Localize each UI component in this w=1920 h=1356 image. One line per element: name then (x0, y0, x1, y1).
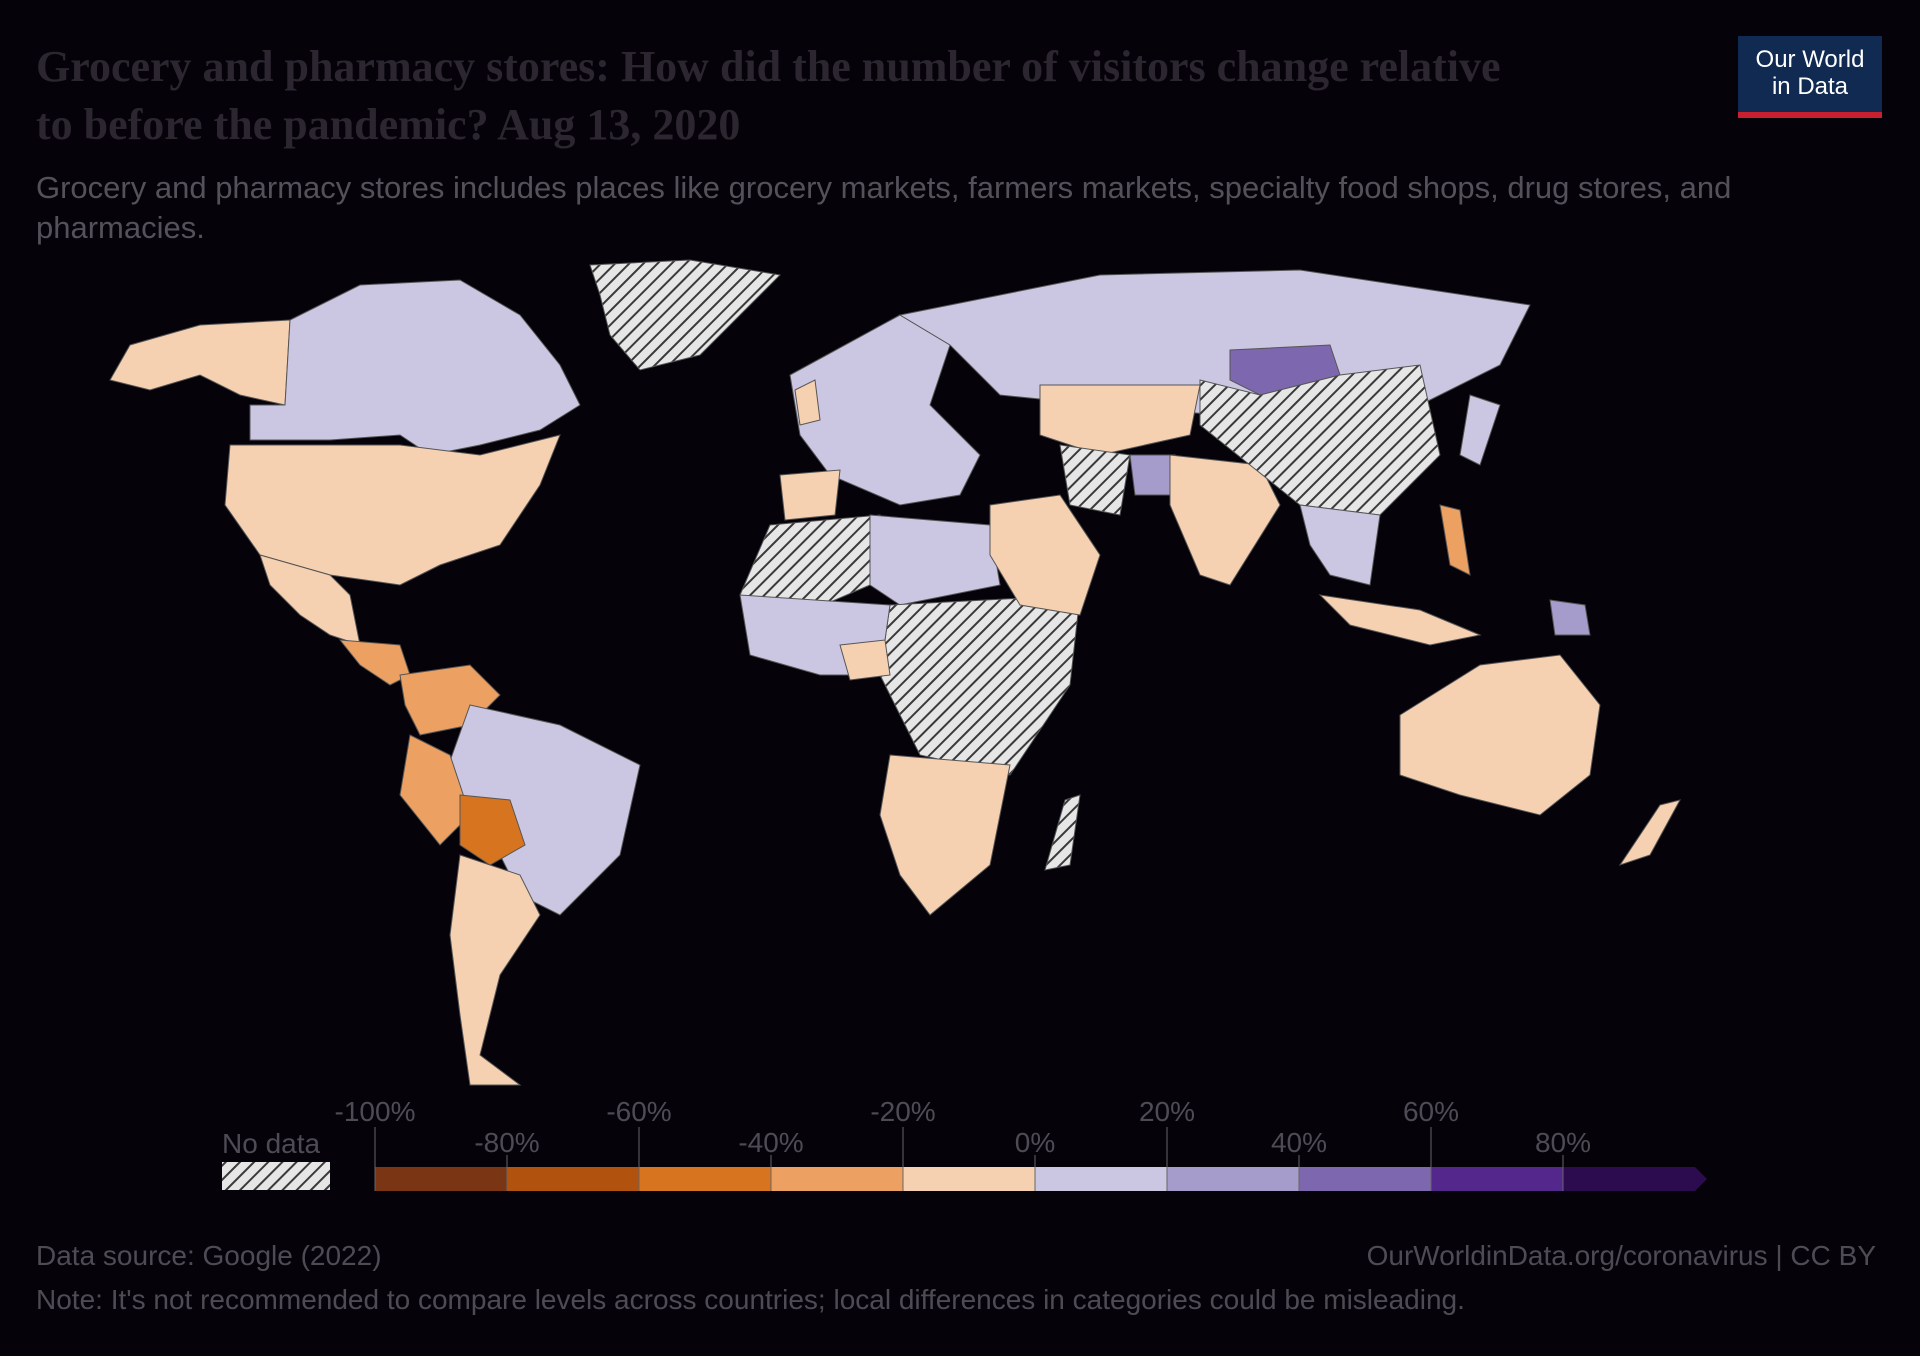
country-iran[interactable] (1059, 444, 1131, 516)
country-canada[interactable] (249, 279, 581, 456)
country-nigeria[interactable] (839, 639, 891, 681)
legend-tick-label: 40% (1271, 1127, 1327, 1158)
data-source: Data source: Google (2022) (36, 1240, 382, 1271)
country-japan[interactable] (1459, 394, 1501, 466)
legend-tick-label: 60% (1403, 1096, 1459, 1127)
country-australia[interactable] (1399, 654, 1601, 816)
country-usa[interactable] (224, 434, 561, 586)
legend-bin (375, 1167, 507, 1191)
legend-bin (639, 1167, 771, 1191)
country-madagascar[interactable] (1044, 794, 1081, 871)
map-legend: No data -100% -80% -60% -40% -20% 0% 20% 40% 60%… (222, 1096, 1707, 1191)
country-indonesia[interactable] (1318, 594, 1482, 646)
logo-line-1: Our World (1755, 46, 1865, 73)
legend-no-data-label: No data (222, 1128, 320, 1159)
country-afghanistan[interactable] (1129, 454, 1176, 496)
country-new-zealand[interactable] (1618, 799, 1681, 866)
legend-no-data-swatch (222, 1162, 330, 1190)
country-iberia[interactable] (779, 469, 841, 521)
country-central-africa[interactable] (879, 594, 1081, 776)
country-southeast-asia[interactable] (1299, 504, 1381, 586)
chart-subtitle: Grocery and pharmacy stores includes pla… (36, 170, 1732, 245)
legend-color-bins (375, 1167, 1707, 1191)
country-papua-new-guinea[interactable] (1549, 599, 1591, 636)
legend-bin (771, 1167, 903, 1191)
country-north-africa[interactable] (739, 514, 881, 616)
legend-bin (1299, 1167, 1431, 1191)
chart-title: Grocery and pharmacy stores: How did the… (36, 42, 1501, 149)
country-argentina-chile[interactable] (449, 854, 541, 1086)
footnote: Note: It's not recommended to compare le… (36, 1284, 1465, 1315)
country-alaska[interactable] (109, 319, 291, 406)
legend-tick-label: -20% (870, 1096, 935, 1127)
legend-bin (1431, 1167, 1563, 1191)
country-uk[interactable] (794, 379, 821, 426)
legend-bin (507, 1167, 639, 1191)
world-map: No data -100% -80% -60% -40% -20% 0% 20% 40% 60%… (109, 259, 1707, 1191)
country-southern-africa[interactable] (879, 754, 1011, 916)
legend-tick-label: -100% (335, 1096, 416, 1127)
legend-bin (903, 1167, 1035, 1191)
logo-line-2: in Data (1771, 73, 1849, 100)
legend-tick-label: 0% (1015, 1127, 1055, 1158)
country-bolivia[interactable] (459, 794, 526, 866)
legend-arrow (1695, 1167, 1707, 1191)
country-middle-east[interactable] (989, 494, 1101, 616)
source-link[interactable]: OurWorldinData.org/coronavirus | CC BY (1366, 1240, 1876, 1271)
country-central-america[interactable] (338, 639, 411, 686)
legend-tick-label: 20% (1139, 1096, 1195, 1127)
owid-logo[interactable]: Our World in Data (1738, 36, 1882, 118)
legend-bin (1563, 1167, 1695, 1191)
legend-tick-label: -80% (474, 1127, 539, 1158)
legend-tick-label: -40% (738, 1127, 803, 1158)
country-china[interactable] (1199, 364, 1441, 516)
country-central-asia[interactable] (1039, 384, 1201, 456)
legend-tick-labels: -100% -80% -60% -40% -20% 0% 20% 40% 60% 80% (335, 1096, 1591, 1191)
country-philippines[interactable] (1439, 504, 1471, 576)
country-peru[interactable] (399, 734, 471, 846)
legend-bin (1035, 1167, 1167, 1191)
country-sahel[interactable] (869, 514, 1001, 606)
country-greenland[interactable] (589, 259, 782, 371)
legend-tick-label: -60% (606, 1096, 671, 1127)
legend-bin (1167, 1167, 1299, 1191)
legend-tick-label: 80% (1535, 1127, 1591, 1158)
